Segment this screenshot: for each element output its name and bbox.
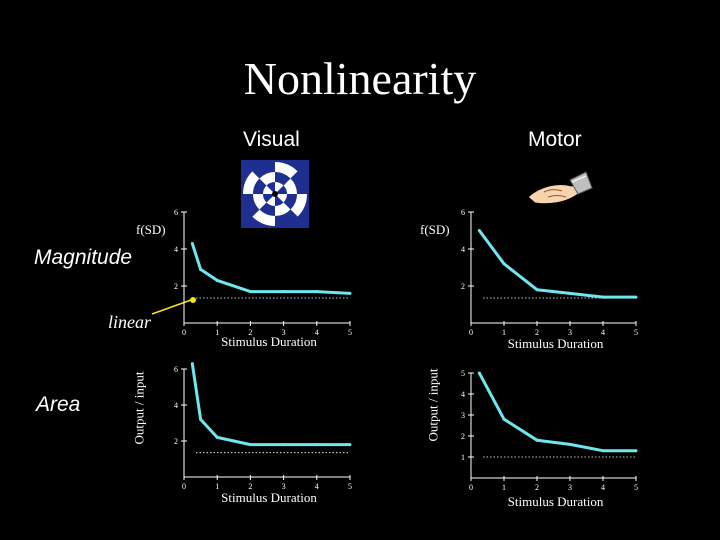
x-tick-label: 3 <box>282 482 286 491</box>
column-header-motor: Motor <box>528 128 582 151</box>
data-point <box>568 291 572 295</box>
data-point <box>477 371 481 375</box>
data-point <box>315 290 319 294</box>
hand-icon <box>527 171 593 205</box>
x-tick-label: 2 <box>248 482 252 491</box>
data-point <box>199 417 203 421</box>
data-point <box>568 442 572 446</box>
y-tick-label: 6 <box>461 208 465 217</box>
x-axis-title: Stimulus Duration <box>221 490 317 505</box>
x-axis-title: Stimulus Duration <box>508 336 604 351</box>
data-point <box>502 417 506 421</box>
x-tick-label: 5 <box>348 328 352 337</box>
data-point <box>190 362 194 366</box>
y-tick-label: 3 <box>461 411 465 420</box>
y-tick-label: 4 <box>174 245 178 254</box>
x-tick-label: 0 <box>469 328 473 337</box>
y-axis-label-motor-magnitude: f(SD) <box>420 222 450 237</box>
y-tick-label: 1 <box>461 453 465 462</box>
series-line <box>478 229 636 299</box>
x-tick-label: 3 <box>568 328 572 337</box>
data-point <box>248 290 252 294</box>
row-label-magnitude: Magnitude <box>34 246 133 269</box>
x-tick-label: 3 <box>282 328 286 337</box>
y-tick-label: 6 <box>174 208 178 217</box>
data-point <box>502 262 506 266</box>
x-tick-label: 2 <box>248 328 252 337</box>
data-point <box>601 295 605 299</box>
y-tick-label: 2 <box>461 282 465 291</box>
data-point <box>348 443 352 447</box>
data-point <box>535 438 539 442</box>
data-point <box>315 443 319 447</box>
series-line <box>190 242 351 295</box>
data-point <box>634 295 638 299</box>
y-tick-label: 4 <box>461 245 465 254</box>
chart-motor-area: 1 2 3 4 5 0 1 2 3 4 5 Stimulus Duration <box>461 369 638 509</box>
data-point <box>199 267 203 271</box>
linear-arrow <box>151 297 196 315</box>
series-line <box>477 372 636 453</box>
data-point <box>348 291 352 295</box>
data-point <box>634 449 638 453</box>
row-label-linear: linear <box>108 312 151 332</box>
x-tick-label: 0 <box>182 328 186 337</box>
x-tick-label: 5 <box>634 328 638 337</box>
row-label-area: Area <box>36 393 81 416</box>
y-tick-label: 5 <box>461 369 465 378</box>
chart-visual-area: 2 4 6 0 1 2 3 4 5 Stimulus Duration <box>174 362 352 505</box>
column-header-visual: Visual <box>243 128 300 151</box>
data-point <box>190 241 194 245</box>
data-point <box>215 278 219 282</box>
data-point <box>535 288 539 292</box>
x-tick-label: 5 <box>634 483 638 492</box>
x-tick-label: 1 <box>215 482 219 491</box>
data-point <box>477 229 481 232</box>
y-tick-label: 4 <box>461 390 465 399</box>
x-tick-label: 1 <box>215 328 219 337</box>
x-tick-label: 3 <box>568 483 572 492</box>
x-tick-label: 2 <box>535 328 539 337</box>
series-line <box>190 363 350 447</box>
y-tick-label: 2 <box>461 432 465 441</box>
x-tick-label: 4 <box>601 483 605 492</box>
x-tick-label: 2 <box>535 483 539 492</box>
y-tick-label: 2 <box>174 282 178 291</box>
chart-motor-magnitude: 2 4 6 0 1 2 3 4 5 Stimulus Duration <box>461 208 638 351</box>
x-tick-label: 4 <box>315 328 319 337</box>
x-axis-title: Stimulus Duration <box>221 334 317 349</box>
x-tick-label: 4 <box>601 328 605 337</box>
x-tick-label: 5 <box>348 482 352 491</box>
slide-title: Nonlinearity <box>243 53 477 104</box>
x-axis-title: Stimulus Duration <box>508 494 604 509</box>
y-axis-label-visual-magnitude: f(SD) <box>136 222 166 237</box>
y-tick-label: 2 <box>174 437 178 446</box>
data-point <box>601 449 605 453</box>
data-point <box>282 443 286 447</box>
x-tick-label: 1 <box>502 328 506 337</box>
x-tick-label: 0 <box>469 483 473 492</box>
data-point <box>215 435 219 439</box>
x-tick-label: 1 <box>502 483 506 492</box>
checkerboard-stimulus-icon <box>241 160 309 228</box>
x-tick-label: 0 <box>182 482 186 491</box>
data-point <box>282 290 286 294</box>
chart-visual-magnitude: 2 4 6 0 1 2 3 4 5 Stimulus Duration <box>174 208 352 349</box>
data-point <box>248 443 252 447</box>
y-tick-label: 6 <box>174 365 178 374</box>
x-tick-label: 4 <box>315 482 319 491</box>
y-tick-label: 4 <box>174 401 178 410</box>
